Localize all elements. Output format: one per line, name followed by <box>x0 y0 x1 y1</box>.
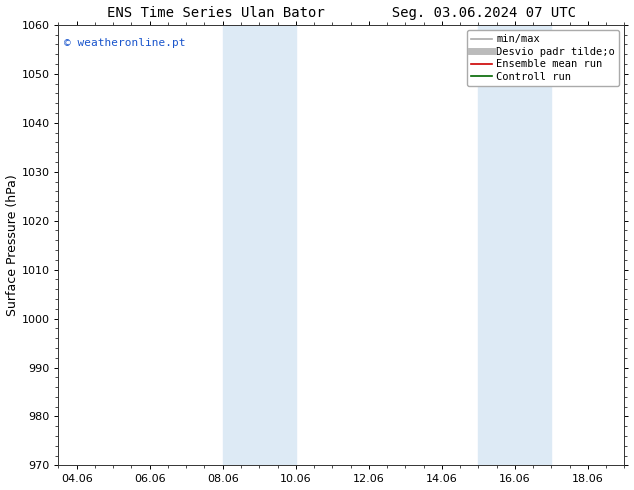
Text: © weatheronline.pt: © weatheronline.pt <box>64 38 186 48</box>
Bar <box>223 25 295 465</box>
Legend: min/max, Desvio padr tilde;o, Ensemble mean run, Controll run: min/max, Desvio padr tilde;o, Ensemble m… <box>467 30 619 86</box>
Bar <box>478 25 552 465</box>
Y-axis label: Surface Pressure (hPa): Surface Pressure (hPa) <box>6 174 18 316</box>
Title: ENS Time Series Ulan Bator        Seg. 03.06.2024 07 UTC: ENS Time Series Ulan Bator Seg. 03.06.20… <box>107 5 576 20</box>
